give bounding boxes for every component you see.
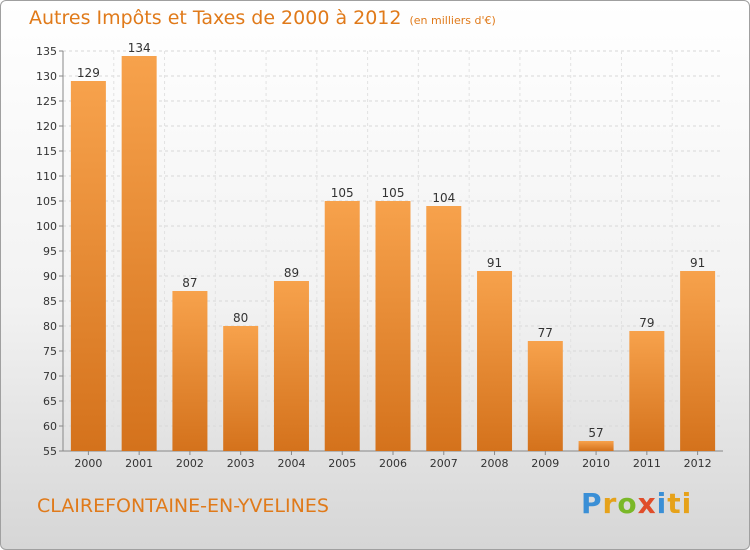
data-label: 105 — [382, 186, 405, 200]
y-tick-label: 125 — [36, 95, 57, 108]
data-label: 80 — [233, 311, 248, 325]
data-label: 105 — [331, 186, 354, 200]
x-tick-label: 2007 — [430, 457, 458, 470]
logo-letter: x — [637, 487, 657, 520]
y-tick-label: 100 — [36, 220, 57, 233]
data-label: 87 — [182, 276, 197, 290]
logo-letter: i — [656, 487, 668, 520]
y-tick-label: 130 — [36, 70, 57, 83]
logo-letter: ti — [667, 487, 693, 520]
data-label: 77 — [538, 326, 553, 340]
bar — [477, 271, 513, 451]
logo-letter: r — [602, 487, 618, 520]
x-tick-label: 2005 — [328, 457, 356, 470]
x-tick-label: 2003 — [227, 457, 255, 470]
bar — [324, 201, 360, 451]
y-tick-label: 135 — [36, 45, 57, 58]
x-tick-label: 2009 — [531, 457, 559, 470]
bar — [578, 441, 614, 451]
data-label: 134 — [128, 41, 151, 55]
y-tick-label: 60 — [43, 420, 57, 433]
x-tick-label: 2006 — [379, 457, 407, 470]
data-label: 91 — [487, 256, 502, 270]
x-tick-label: 2001 — [125, 457, 153, 470]
y-tick-label: 70 — [43, 370, 57, 383]
x-tick-label: 2010 — [582, 457, 610, 470]
y-tick-label: 80 — [43, 320, 57, 333]
data-label: 104 — [432, 191, 455, 205]
y-tick-label: 95 — [43, 245, 57, 258]
bar — [375, 201, 411, 451]
y-tick-label: 90 — [43, 270, 57, 283]
data-label: 79 — [639, 316, 654, 330]
chart-unit-note: (en milliers d'€) — [409, 14, 496, 27]
bar — [527, 341, 563, 451]
bar — [629, 331, 665, 451]
y-tick-label: 65 — [43, 395, 57, 408]
bar-layer: 129 134 87 80 89 105 105 104 91 77 57 79 91 — [70, 41, 716, 451]
x-tick-label: 2002 — [176, 457, 204, 470]
y-tick-label: 105 — [36, 195, 57, 208]
logo-letter: o — [617, 487, 638, 520]
x-tick-label: 2004 — [277, 457, 305, 470]
logo-letter: P — [581, 487, 603, 520]
y-tick-label: 85 — [43, 295, 57, 308]
x-tick-label: 2011 — [633, 457, 661, 470]
bar — [223, 326, 259, 451]
bar — [172, 291, 208, 451]
chart-title: Autres Impôts et Taxes de 2000 à 2012 (en… — [29, 7, 496, 29]
chart-title-text: Autres Impôts et Taxes de 2000 à 2012 — [29, 7, 402, 29]
city-name: CLAIREFONTAINE-EN-YVELINES — [37, 495, 329, 517]
data-label: 129 — [77, 66, 100, 80]
bar — [70, 81, 106, 451]
proxiti-logo: Proxiti — [581, 487, 692, 520]
x-tick-label: 2008 — [481, 457, 509, 470]
bar — [273, 281, 309, 451]
data-label: 91 — [690, 256, 705, 270]
x-tick-label: 2012 — [684, 457, 712, 470]
y-tick-label: 110 — [36, 170, 57, 183]
data-label: 57 — [588, 426, 603, 440]
x-tick-label: 2000 — [74, 457, 102, 470]
y-tick-label: 120 — [36, 120, 57, 133]
data-label: 89 — [284, 266, 299, 280]
bar — [426, 206, 462, 451]
bar — [121, 56, 157, 451]
y-tick-label: 75 — [43, 345, 57, 358]
bar — [680, 271, 716, 451]
y-tick-label: 55 — [43, 445, 57, 458]
axis-layer: 55 60 65 70 75 80 85 90 95 100 105 110 115 120 125 130 1… — [36, 45, 723, 470]
y-tick-label: 115 — [36, 145, 57, 158]
